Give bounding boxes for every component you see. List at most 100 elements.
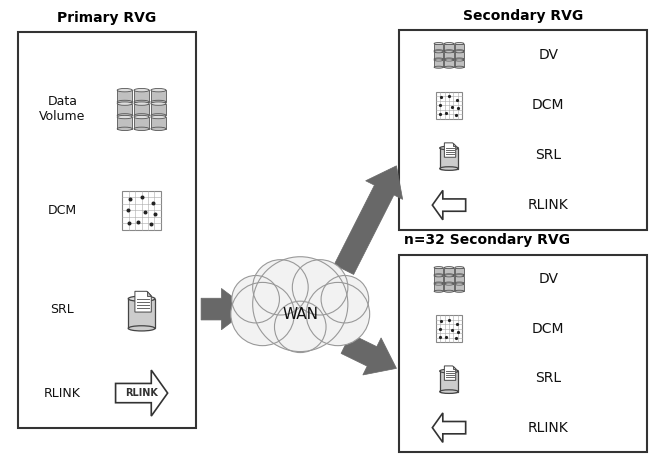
Ellipse shape: [434, 66, 444, 68]
Bar: [444, 284, 453, 291]
Bar: [444, 52, 453, 59]
Bar: [455, 52, 464, 59]
Ellipse shape: [117, 113, 133, 117]
Ellipse shape: [117, 127, 133, 130]
Ellipse shape: [455, 42, 464, 45]
Ellipse shape: [151, 113, 166, 117]
Ellipse shape: [134, 100, 149, 104]
Polygon shape: [444, 143, 455, 157]
Polygon shape: [341, 334, 396, 375]
Polygon shape: [147, 291, 151, 296]
Ellipse shape: [444, 282, 453, 284]
Bar: [134, 90, 149, 102]
Bar: [134, 104, 149, 115]
Polygon shape: [432, 191, 465, 220]
Ellipse shape: [444, 290, 453, 292]
Bar: [444, 60, 453, 67]
Circle shape: [292, 260, 348, 315]
Circle shape: [253, 260, 308, 315]
Bar: [117, 104, 133, 115]
Text: RLINK: RLINK: [44, 387, 81, 400]
Bar: [444, 268, 453, 275]
Ellipse shape: [455, 283, 464, 285]
Bar: [399, 255, 647, 453]
Ellipse shape: [434, 59, 444, 61]
Text: RLINK: RLINK: [125, 388, 158, 398]
Bar: [151, 90, 166, 102]
Bar: [434, 276, 444, 283]
Text: RLINK: RLINK: [528, 198, 569, 212]
Polygon shape: [444, 366, 455, 380]
Ellipse shape: [434, 282, 444, 284]
Circle shape: [231, 283, 294, 346]
Text: SRL: SRL: [535, 148, 562, 162]
Ellipse shape: [455, 59, 464, 61]
Bar: [440, 371, 458, 392]
Ellipse shape: [455, 275, 464, 277]
Bar: [434, 52, 444, 59]
Ellipse shape: [434, 275, 444, 277]
Text: DCM: DCM: [532, 98, 564, 112]
Polygon shape: [135, 291, 151, 312]
Ellipse shape: [128, 326, 155, 331]
Ellipse shape: [440, 167, 458, 170]
Bar: [455, 60, 464, 67]
Ellipse shape: [444, 50, 453, 52]
Bar: [455, 276, 464, 283]
Ellipse shape: [134, 102, 149, 105]
Ellipse shape: [151, 102, 166, 105]
Ellipse shape: [455, 50, 464, 52]
Ellipse shape: [434, 274, 444, 276]
Text: DV: DV: [538, 272, 558, 286]
Bar: [18, 32, 196, 428]
Polygon shape: [453, 143, 455, 146]
Bar: [151, 117, 166, 129]
Ellipse shape: [444, 275, 453, 277]
Ellipse shape: [444, 274, 453, 276]
Bar: [436, 316, 462, 342]
Ellipse shape: [455, 267, 464, 269]
Bar: [434, 268, 444, 275]
Ellipse shape: [440, 390, 458, 393]
Ellipse shape: [134, 115, 149, 119]
Bar: [117, 90, 133, 102]
Ellipse shape: [455, 282, 464, 284]
Ellipse shape: [444, 51, 453, 53]
Text: SRL: SRL: [50, 303, 74, 316]
Text: Secondary RVG: Secondary RVG: [463, 8, 583, 22]
Ellipse shape: [455, 274, 464, 276]
Ellipse shape: [434, 290, 444, 292]
Polygon shape: [453, 366, 455, 369]
Polygon shape: [432, 413, 465, 442]
Bar: [455, 43, 464, 51]
Text: DV: DV: [538, 49, 558, 63]
Ellipse shape: [128, 296, 155, 301]
Ellipse shape: [444, 42, 453, 45]
Ellipse shape: [444, 267, 453, 269]
Ellipse shape: [455, 51, 464, 53]
Bar: [128, 299, 155, 328]
Ellipse shape: [151, 115, 166, 119]
Ellipse shape: [440, 369, 458, 373]
Circle shape: [306, 283, 370, 346]
Ellipse shape: [151, 88, 166, 92]
Ellipse shape: [444, 59, 453, 61]
Ellipse shape: [444, 283, 453, 285]
Ellipse shape: [134, 127, 149, 130]
Bar: [434, 60, 444, 67]
Text: RLINK: RLINK: [528, 421, 569, 435]
Bar: [444, 43, 453, 51]
Text: DCM: DCM: [48, 204, 77, 217]
Ellipse shape: [444, 58, 453, 60]
Bar: [440, 148, 458, 169]
Polygon shape: [334, 166, 402, 275]
Bar: [122, 191, 161, 230]
Circle shape: [321, 276, 369, 323]
Polygon shape: [115, 370, 168, 416]
Ellipse shape: [434, 42, 444, 45]
Ellipse shape: [440, 146, 458, 150]
Ellipse shape: [117, 102, 133, 105]
Text: WAN: WAN: [282, 306, 318, 322]
Ellipse shape: [117, 100, 133, 104]
Bar: [434, 284, 444, 291]
